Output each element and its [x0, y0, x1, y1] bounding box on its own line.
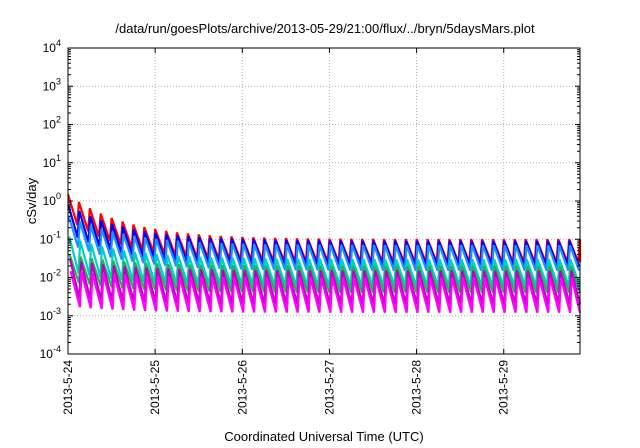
- y-tick-label-base: 10: [40, 232, 54, 246]
- x-tick-label: 2013-5-26: [235, 360, 249, 415]
- y-tick-label-base: 10: [43, 156, 57, 170]
- y-tick-label: 103: [43, 76, 61, 93]
- y-tick-label: 10-1: [40, 229, 61, 246]
- y-tick-label-exponent: 1: [56, 153, 61, 163]
- y-tick-label-exponent: 3: [56, 76, 61, 86]
- tick-layer: [67, 47, 580, 355]
- y-tick-label: 104: [43, 38, 61, 55]
- y-tick-label-exponent: -3: [53, 306, 61, 316]
- x-tick-label: 2013-5-27: [322, 360, 336, 415]
- series-layer: [66, 193, 582, 313]
- series-line-3: [67, 216, 581, 272]
- y-tick-label-exponent: -1: [53, 229, 61, 239]
- y-tick-label-base: 10: [43, 41, 57, 55]
- y-tick-label-exponent: 0: [56, 191, 61, 201]
- y-tick-label-exponent: -4: [53, 344, 61, 354]
- y-tick-label-base: 10: [40, 271, 54, 285]
- y-tick-label: 100: [43, 191, 61, 208]
- y-tick-label: 10-3: [40, 306, 61, 323]
- y-tick-label-base: 10: [43, 118, 57, 132]
- y-tick-label: 10-4: [40, 344, 61, 361]
- y-tick-label-base: 10: [43, 79, 57, 93]
- y-tick-label-base: 10: [43, 194, 57, 208]
- y-tick-label-base: 10: [40, 309, 54, 323]
- x-tick-label: 2013-5-28: [410, 360, 424, 415]
- x-tick-label: 2013-5-24: [61, 360, 75, 415]
- x-tick-label: 2013-5-29: [497, 360, 511, 415]
- chart-title: /data/run/goesPlots/archive/2013-05-29/2…: [115, 21, 535, 36]
- y-tick-label: 102: [43, 115, 61, 132]
- x-axis-label: Coordinated Universal Time (UTC): [224, 429, 423, 444]
- series-line-7: [69, 270, 582, 313]
- y-tick-label-base: 10: [40, 347, 54, 361]
- y-tick-label-exponent: 4: [56, 38, 61, 48]
- y-tick-label-exponent: 2: [56, 115, 61, 125]
- x-tick-label: 2013-5-25: [148, 360, 162, 415]
- x-tick-labels: 2013-5-24 2013-5-25 2013-5-26 2013-5-27 2013…: [61, 360, 511, 415]
- y-tick-label: 101: [43, 153, 61, 170]
- y-axis-label: cSv/day: [24, 177, 39, 224]
- y-tick-label: 10-2: [40, 268, 61, 285]
- y-tick-label-exponent: -2: [53, 268, 61, 278]
